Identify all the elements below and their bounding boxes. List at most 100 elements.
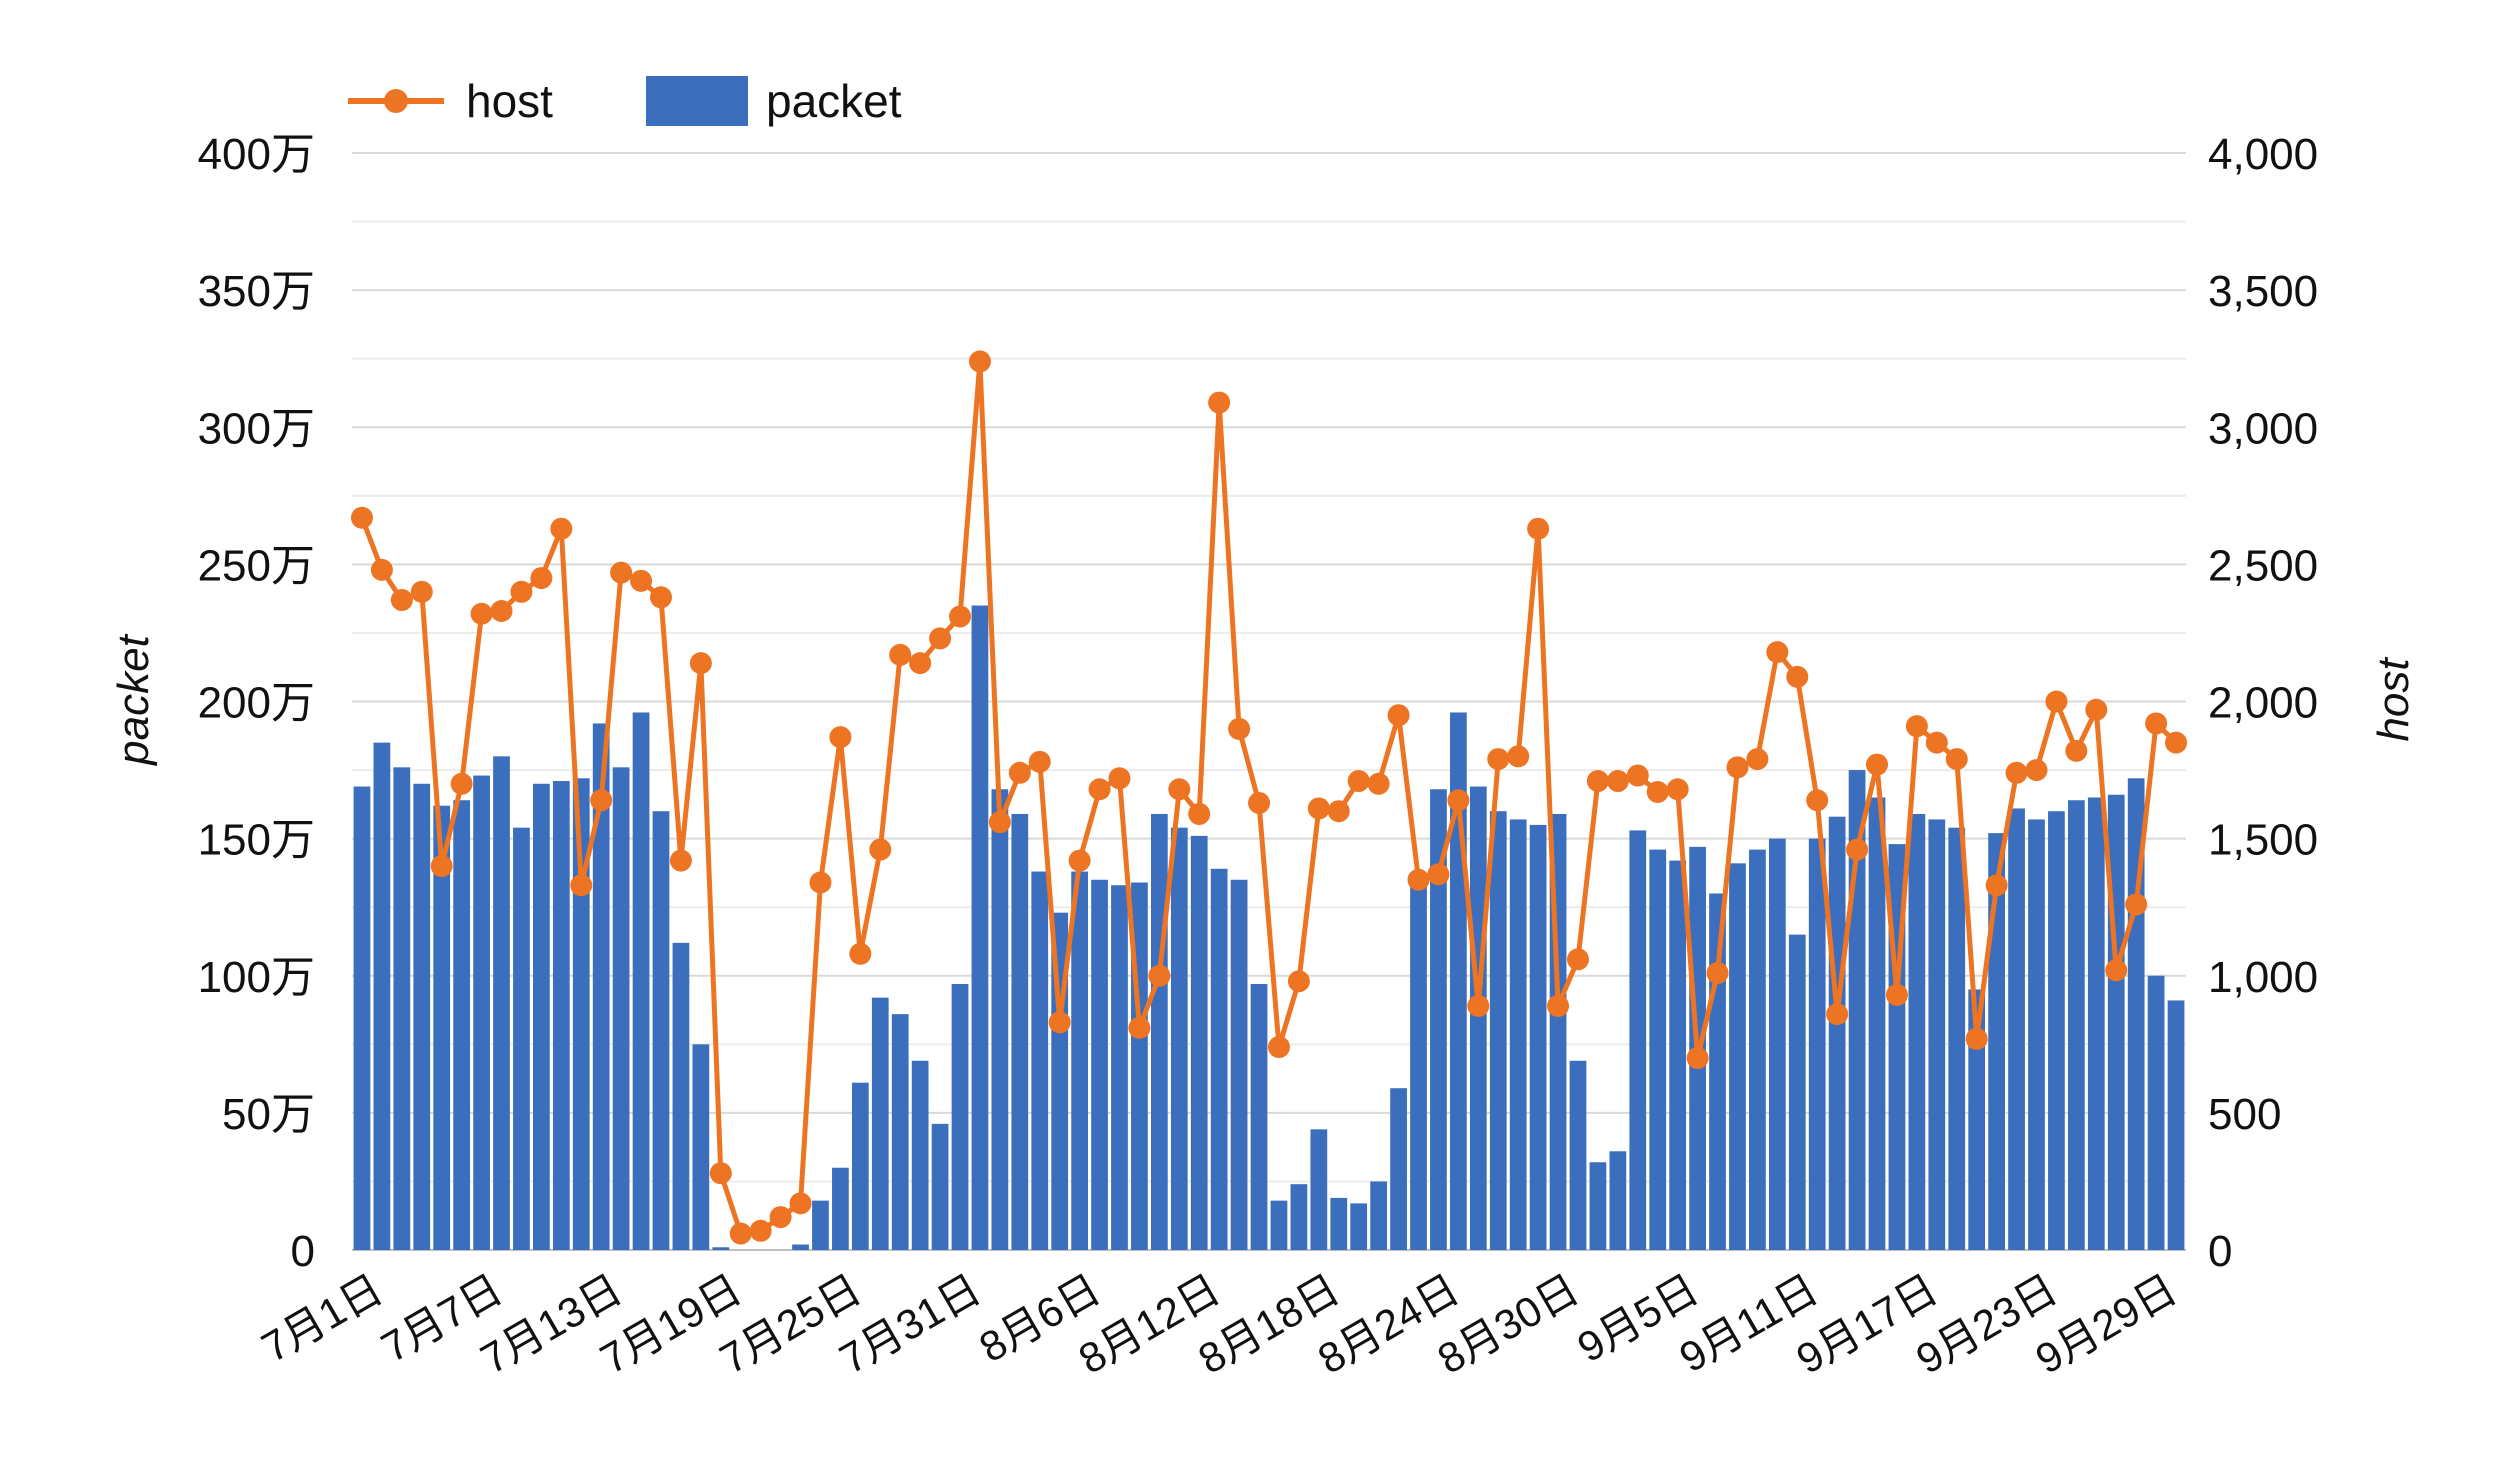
host-point (1327, 800, 1350, 823)
packet-bar (871, 997, 889, 1250)
legend: host packet (348, 75, 902, 127)
host-point (1586, 770, 1609, 793)
host-point (1208, 391, 1231, 414)
packet-bar (891, 1014, 909, 1250)
packet-bar (1529, 824, 1547, 1250)
host-point (1965, 1027, 1988, 1050)
host-point (669, 849, 692, 872)
packet-bar (1948, 827, 1966, 1250)
host-point (1267, 1036, 1290, 1059)
host-point (610, 561, 633, 584)
packet-bar (2167, 1000, 2185, 1250)
host-point (1048, 1011, 1071, 1034)
host-point (1467, 994, 1490, 1017)
packet-bar (712, 1247, 730, 1250)
packet-bar (1629, 830, 1647, 1250)
packet-bar (1469, 786, 1487, 1250)
right-axis-ticks: 0 500 1,000 1,500 2,000 2,500 3,000 3,500 4,000 (2208, 130, 2318, 1276)
packet-bars (353, 605, 2185, 1250)
packet-bar (1170, 827, 1188, 1250)
left-tick-label: 0 (291, 1227, 315, 1276)
host-point (2165, 731, 2188, 754)
packet-bar (1968, 989, 1986, 1250)
host-point (1806, 789, 1829, 812)
packet-bar (911, 1060, 929, 1250)
host-point (769, 1206, 792, 1229)
packet-bar (1908, 813, 1926, 1250)
host-point (1248, 791, 1271, 814)
host-point (2145, 712, 2168, 735)
packet-bar (1290, 1184, 1308, 1250)
host-point (390, 589, 413, 612)
packet-bar (1330, 1197, 1348, 1250)
host-point (1905, 715, 1928, 738)
host-point (1826, 1003, 1849, 1026)
packet-bar (1410, 882, 1427, 1250)
packet-bar (1250, 983, 1268, 1250)
host-point (1646, 781, 1669, 804)
host-point (1068, 849, 1091, 872)
host-point (809, 871, 832, 894)
packet-bar (851, 1082, 869, 1250)
packet-bar (1828, 816, 1846, 1250)
host-point (1547, 994, 1570, 1017)
host-point (1945, 748, 1968, 771)
right-tick-label: 3,500 (2208, 267, 2318, 316)
host-point (889, 643, 912, 666)
packet-bar (612, 767, 630, 1250)
packet-bar (792, 1244, 809, 1250)
packet-bar (1390, 1088, 1407, 1250)
left-tick-label: 300万 (198, 404, 315, 453)
packet-bar (832, 1167, 849, 1250)
packet-bar (1509, 819, 1527, 1250)
left-tick-label: 200万 (198, 679, 315, 728)
host-point (1726, 756, 1749, 779)
packet-bar (951, 983, 969, 1250)
host-point (1287, 970, 1310, 993)
host-point (1128, 1016, 1151, 1039)
left-tick-label: 350万 (198, 267, 315, 316)
packet-bar (931, 1123, 949, 1250)
packet-bar (572, 778, 590, 1250)
packet-bar (1370, 1181, 1388, 1250)
right-tick-label: 4,000 (2208, 130, 2318, 179)
packet-bar (552, 781, 570, 1250)
host-point (1487, 748, 1510, 771)
host-point (1447, 789, 1470, 812)
host-point (2005, 761, 2028, 784)
packet-bar (1788, 934, 1806, 1250)
host-point (789, 1192, 812, 1215)
host-point (2045, 690, 2068, 713)
packet-bar (971, 605, 989, 1250)
packet-bar (1270, 1200, 1288, 1250)
host-point (1088, 778, 1111, 801)
packet-bar (1928, 819, 1946, 1250)
host-point (1746, 748, 1769, 771)
host-point (968, 350, 991, 373)
right-tick-label: 1,000 (2208, 953, 2318, 1002)
host-point (450, 772, 473, 795)
host-point (749, 1219, 772, 1242)
host-point (550, 517, 573, 540)
host-line-path (359, 358, 2178, 1236)
left-tick-label: 150万 (198, 816, 315, 865)
host-point (1307, 797, 1330, 820)
host-point (2065, 739, 2088, 762)
packet-bar (2147, 975, 2165, 1250)
legend-host-label: host (466, 75, 553, 127)
packet-bar (812, 1200, 829, 1250)
packet-bar (592, 723, 610, 1250)
host-point (1985, 874, 2008, 897)
packet-bar (493, 756, 510, 1250)
packet-bar (1091, 879, 1108, 1250)
right-tick-label: 2,500 (2208, 541, 2318, 590)
packet-bar (1569, 1060, 1587, 1250)
packet-bar (1011, 813, 1029, 1250)
host-point (1566, 948, 1589, 971)
host-point (1766, 641, 1789, 664)
packet-bar (1210, 868, 1228, 1250)
host-point (1148, 964, 1171, 987)
host-point (1686, 1047, 1709, 1070)
